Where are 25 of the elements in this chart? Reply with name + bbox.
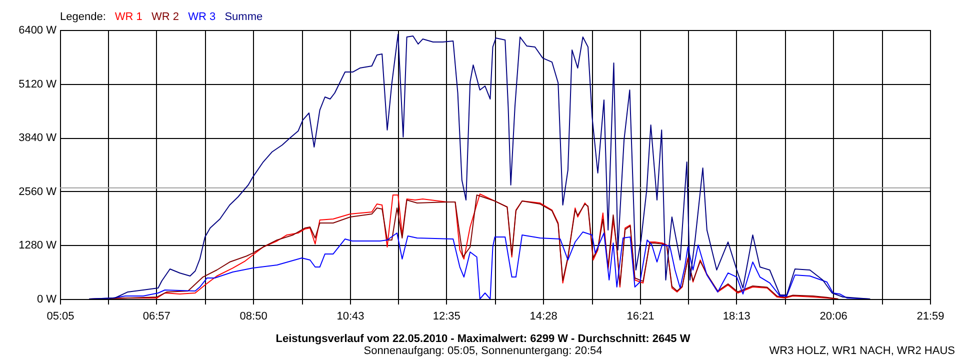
text: Leistungsverlauf vom 22.05.2010 - Maximalwert: 6299 W - Durchschnitt: 2645 W xyxy=(276,333,691,345)
text: WR 3 xyxy=(188,11,216,23)
x-tick-label: 21:59 xyxy=(916,310,944,322)
legend-title: Legende: xyxy=(60,11,106,23)
line-series xyxy=(88,34,871,299)
text: WR 2 xyxy=(152,11,179,23)
x-tick-label: 10:43 xyxy=(336,310,364,322)
x-tick-label: 12:35 xyxy=(432,310,460,322)
x-tick-label: 18:13 xyxy=(722,310,750,322)
y-tick-label: 6400 W xyxy=(18,24,58,36)
x-tick-label: 06:57 xyxy=(142,310,170,322)
x-tick-label: 08:50 xyxy=(240,310,268,322)
x-tick-label: 20:06 xyxy=(820,310,848,322)
y-tick-label: 0 W xyxy=(36,294,58,306)
x-tick-label: 14:28 xyxy=(530,310,558,322)
text: Summe xyxy=(224,11,263,23)
y-tick-label: 1280 W xyxy=(18,240,58,252)
text: WR3 HOLZ, WR1 NACH, WR2 HAUS xyxy=(769,345,955,357)
y-tick-label: 2560 W xyxy=(18,186,58,198)
text: Sonnenaufgang: 05:05, Sonnenuntergang: 20:54 xyxy=(364,345,602,357)
y-tick-label: 3840 W xyxy=(18,132,58,144)
text: WR 1 xyxy=(114,11,142,23)
y-tick-label: 5120 W xyxy=(18,78,58,90)
x-tick-label: 05:05 xyxy=(46,310,74,322)
x-tick-label: 16:21 xyxy=(626,310,654,322)
